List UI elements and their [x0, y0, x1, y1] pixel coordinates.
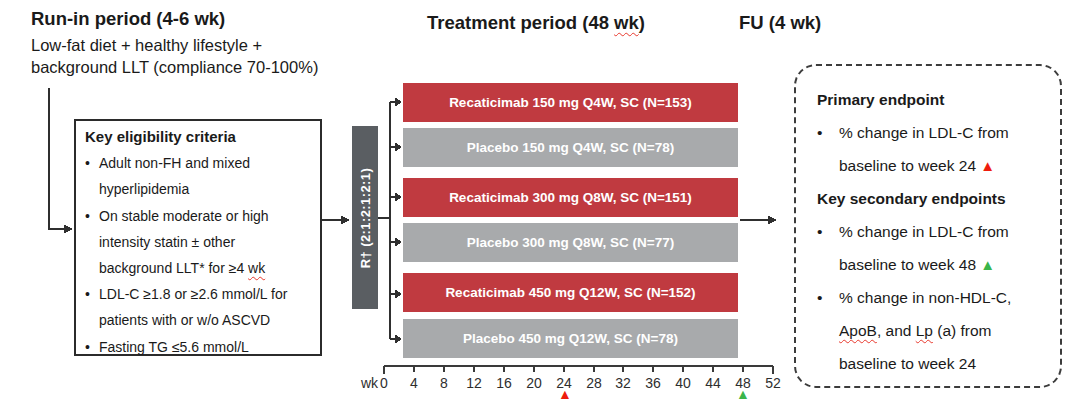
axis-tick-20: 20 [526, 375, 542, 391]
eligibility-text: Fasting TG ≤5.6 mmol/L [99, 334, 249, 360]
arm-label: Placebo 450 mg Q12W, SC (N=78) [463, 331, 678, 346]
arm-label: Recaticimab 300 mg Q8W, SC (N=151) [449, 190, 692, 205]
secondary-endpoint-item-1: • % change in LDL-C from baseline to wee… [817, 215, 1050, 281]
axis-tick-36: 36 [645, 375, 661, 391]
randomization-bar: R† (2:1:2:1:2:1) [352, 126, 378, 309]
run-in-period-title: Run-in period (4-6 wk) [31, 8, 225, 30]
bullet-dot: • [817, 281, 839, 380]
axis-tick-4: 4 [410, 375, 418, 391]
arm-bar-recaticimab-450: Recaticimab 450 mg Q12W, SC (N=152) [403, 273, 738, 312]
arm-label: Placebo 150 mg Q4W, SC (N=78) [467, 140, 674, 155]
eligibility-item-ldlc: • LDL-C ≥1.8 or ≥2.6 mmol/L for patients… [85, 281, 314, 333]
secondary-endpoint-item-2: • % change in non-HDL-C, ApoB, and Lp (a… [817, 281, 1050, 380]
secondary-endpoints-heading: Key secondary endpoints [817, 182, 1050, 215]
bullet-dot: • [85, 281, 99, 333]
bullet-dot: • [817, 116, 839, 182]
red-triangle-icon: ▲ [980, 157, 995, 174]
week48-triangle-icon: ▲ [736, 387, 750, 401]
axis-tick-8: 8 [440, 375, 448, 391]
bullet-dot: • [85, 334, 99, 360]
eligibility-text: On stable moderate or high [99, 203, 269, 229]
arm-bar-placebo-450: Placebo 450 mg Q12W, SC (N=78) [403, 319, 738, 358]
eligibility-item-nonfh: • Adult non-FH and mixed hyperlipidemia [85, 150, 314, 202]
eligibility-text: Adult non-FH and mixed [99, 150, 250, 176]
axis-tick-28: 28 [586, 375, 602, 391]
endpoint-text: baseline to week 48 ▲ [839, 248, 1009, 281]
primary-endpoint-item: • % change in LDL-C from baseline to wee… [817, 116, 1050, 182]
treatment-title-wavy: wk [614, 12, 639, 33]
axis-tick-40: 40 [675, 375, 691, 391]
eligibility-text: LDL-C ≥1.8 or ≥2.6 mmol/L for [99, 281, 287, 307]
arm-bar-placebo-300: Placebo 300 mg Q8W, SC (N=77) [403, 223, 738, 262]
bullet-dot: • [85, 203, 99, 282]
arm-label: Recaticimab 150 mg Q4W, SC (N=153) [449, 95, 692, 110]
week24-triangle-icon: ▲ [558, 387, 572, 401]
bullet-dot: • [817, 215, 839, 281]
week-axis-rule [384, 366, 773, 374]
green-triangle-icon: ▲ [980, 256, 995, 273]
endpoint-text: ApoB, and Lp (a) from [839, 314, 1011, 347]
endpoint-text: baseline to week 24 ▲ [839, 149, 1009, 182]
eligibility-text: patients with or w/o ASCVD [99, 307, 287, 333]
eligibility-criteria-box: Key eligibility criteria • Adult non-FH … [74, 119, 322, 356]
treatment-period-title: Treatment period (48 wk) [427, 12, 645, 34]
arm-label: Recaticimab 450 mg Q12W, SC (N=152) [445, 285, 695, 300]
arm-label: Placebo 300 mg Q8W, SC (N=77) [467, 235, 674, 250]
eligibility-item-statin: • On stable moderate or high intensity s… [85, 203, 314, 282]
run-in-line2: background LLT (compliance 70-100%) [31, 56, 318, 78]
endpoint-text: baseline to week 24 [839, 347, 1011, 380]
primary-endpoint-heading: Primary endpoint [817, 83, 1050, 116]
axis-tick-12: 12 [466, 375, 482, 391]
run-in-description: Low-fat diet + healthy lifestyle + backg… [31, 34, 318, 78]
eligibility-text: hyperlipidemia [99, 176, 250, 202]
treatment-title-post: ) [639, 12, 645, 33]
eligibility-item-tg: • Fasting TG ≤5.6 mmol/L [85, 334, 314, 360]
eligibility-text: intensity statin ± other [99, 229, 269, 255]
arm-bar-recaticimab-300: Recaticimab 300 mg Q8W, SC (N=151) [403, 178, 738, 217]
endpoint-text: % change in LDL-C from [839, 215, 1009, 248]
axis-tick-16: 16 [496, 375, 512, 391]
endpoint-text: % change in non-HDL-C, [839, 281, 1011, 314]
arm-bar-recaticimab-150: Recaticimab 150 mg Q4W, SC (N=153) [403, 83, 738, 122]
eligibility-text: background LLT* for ≥4 wk [99, 255, 269, 281]
axis-tick-44: 44 [705, 375, 721, 391]
treatment-title-pre: Treatment period (48 [427, 12, 614, 33]
follow-up-title: FU (4 wk) [739, 12, 821, 34]
axis-unit-label: wk [346, 375, 378, 391]
arm-bar-placebo-150: Placebo 150 mg Q4W, SC (N=78) [403, 128, 738, 167]
endpoint-text: % change in LDL-C from [839, 116, 1009, 149]
axis-tick-52: 52 [765, 375, 781, 391]
eligibility-title: Key eligibility criteria [85, 124, 314, 150]
randomization-label: R† (2:1:2:1:2:1) [358, 167, 373, 267]
axis-tick-32: 32 [615, 375, 631, 391]
endpoints-box: Primary endpoint • % change in LDL-C fro… [794, 64, 1062, 388]
study-design-diagram: Run-in period (4-6 wk) Low-fat diet + he… [0, 0, 1080, 413]
run-in-line1: Low-fat diet + healthy lifestyle + [31, 34, 318, 56]
bullet-dot: • [85, 150, 99, 202]
axis-tick-0: 0 [380, 375, 388, 391]
